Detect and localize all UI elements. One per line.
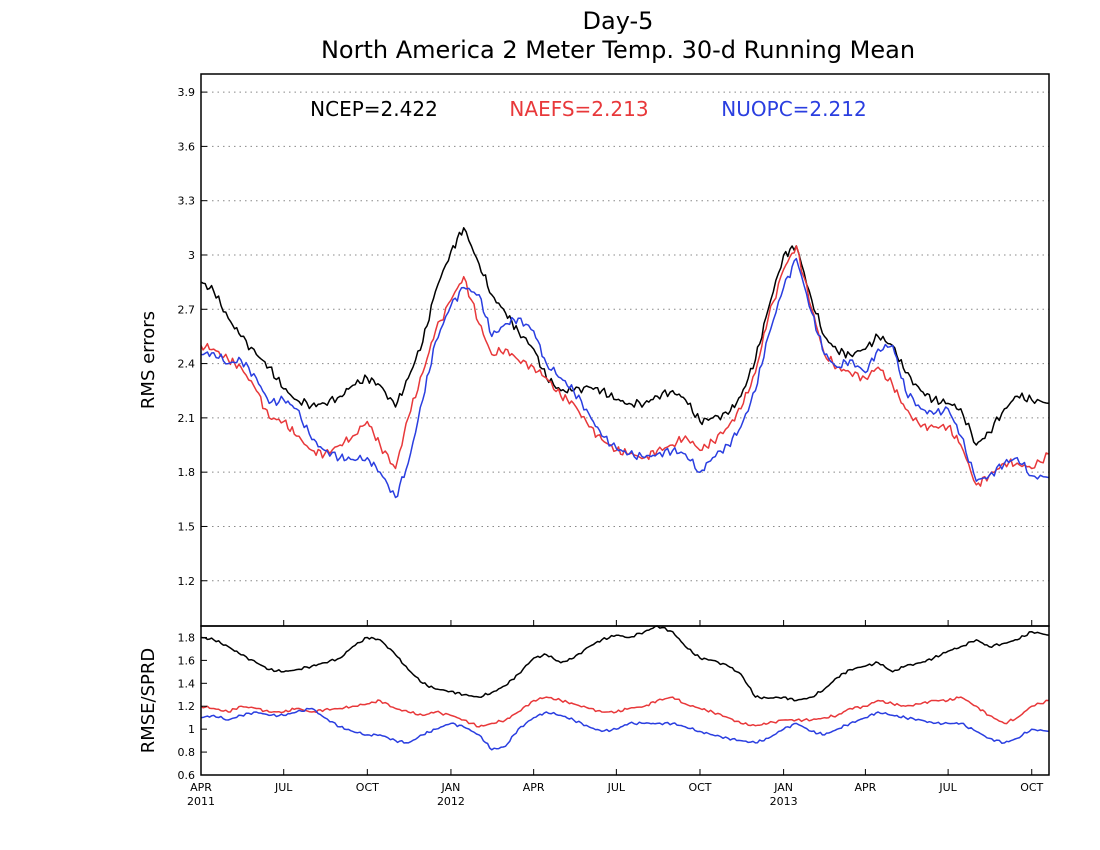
y-tick-label: 0.8 — [178, 746, 196, 759]
stat-label-ncep: NCEP=2.422 — [310, 97, 438, 121]
top-panel-series — [200, 227, 1050, 499]
series-line-nuopc — [200, 707, 1050, 751]
bottom-panel-y-ticks: 0.6 0.8 1 1.2 1.4 1.6 1.8 — [178, 631, 207, 782]
x-tick-label: JUL — [938, 781, 957, 794]
top-panel-y-axis-label: RMS errors — [138, 311, 159, 409]
y-tick-label: 3 — [188, 249, 195, 262]
top-panel-y-ticks: 1.2 1.5 1.8 2.1 2.4 2.7 3 3.3 3.6 3.9 — [178, 86, 1033, 626]
bottom-panel-frame — [200, 625, 1050, 776]
stats-legend: NCEP=2.422 NAEFS=2.213 NUOPC=2.212 — [310, 97, 867, 121]
y-tick-label: 1 — [188, 723, 195, 736]
top-panel-grid — [201, 91, 1049, 582]
y-tick-label: 1.6 — [178, 654, 196, 667]
x-year-label: 2013 — [770, 795, 798, 808]
y-tick-label: 2.1 — [178, 412, 196, 425]
series-line-nuopc — [200, 257, 1050, 499]
y-tick-label: 2.4 — [178, 358, 196, 371]
x-tick-label: JAN — [773, 781, 793, 794]
y-tick-label: 3.9 — [178, 86, 196, 99]
x-tick-label: APR — [190, 781, 212, 794]
x-tick-label: JAN — [441, 781, 461, 794]
y-tick-label: 3.6 — [178, 140, 196, 153]
top-panel-frame — [200, 73, 1050, 627]
series-line-naefs — [200, 245, 1050, 487]
y-tick-label: 1.8 — [178, 466, 196, 479]
x-year-label: 2011 — [187, 795, 215, 808]
y-tick-label: 1.2 — [178, 700, 196, 713]
y-tick-label: 1.4 — [178, 677, 196, 690]
x-tick-label: JUL — [274, 781, 293, 794]
x-tick-label: OCT — [356, 781, 379, 794]
chart-title: Day-5 — [583, 7, 654, 35]
bottom-panel-y-axis-label: RMSE/SPRD — [138, 648, 159, 754]
x-year-label: 2012 — [437, 795, 465, 808]
series-line-ncep — [200, 625, 1050, 702]
y-tick-label: 1.2 — [178, 575, 196, 588]
stat-label-naefs: NAEFS=2.213 — [509, 97, 648, 121]
x-tick-label: JUL — [607, 781, 626, 794]
y-tick-label: 2.7 — [178, 303, 196, 316]
x-axis-ticks: APR JUL OCT JAN APR JUL OCT JAN APR JUL OCT 2011 201… — [187, 769, 1044, 808]
series-line-naefs — [200, 696, 1050, 728]
bottom-panel-series — [200, 625, 1050, 751]
chart-subtitle: North America 2 Meter Temp. 30-d Running… — [321, 36, 915, 64]
x-tick-label: OCT — [688, 781, 711, 794]
y-tick-label: 0.6 — [178, 769, 196, 782]
y-tick-label: 1.8 — [178, 631, 196, 644]
x-tick-label: APR — [854, 781, 876, 794]
y-tick-label: 1.5 — [178, 520, 196, 533]
series-line-ncep — [200, 227, 1050, 446]
y-tick-label: 3.3 — [178, 195, 196, 208]
x-tick-label: OCT — [1020, 781, 1043, 794]
x-tick-label: APR — [523, 781, 545, 794]
stat-label-nuopc: NUOPC=2.212 — [721, 97, 866, 121]
